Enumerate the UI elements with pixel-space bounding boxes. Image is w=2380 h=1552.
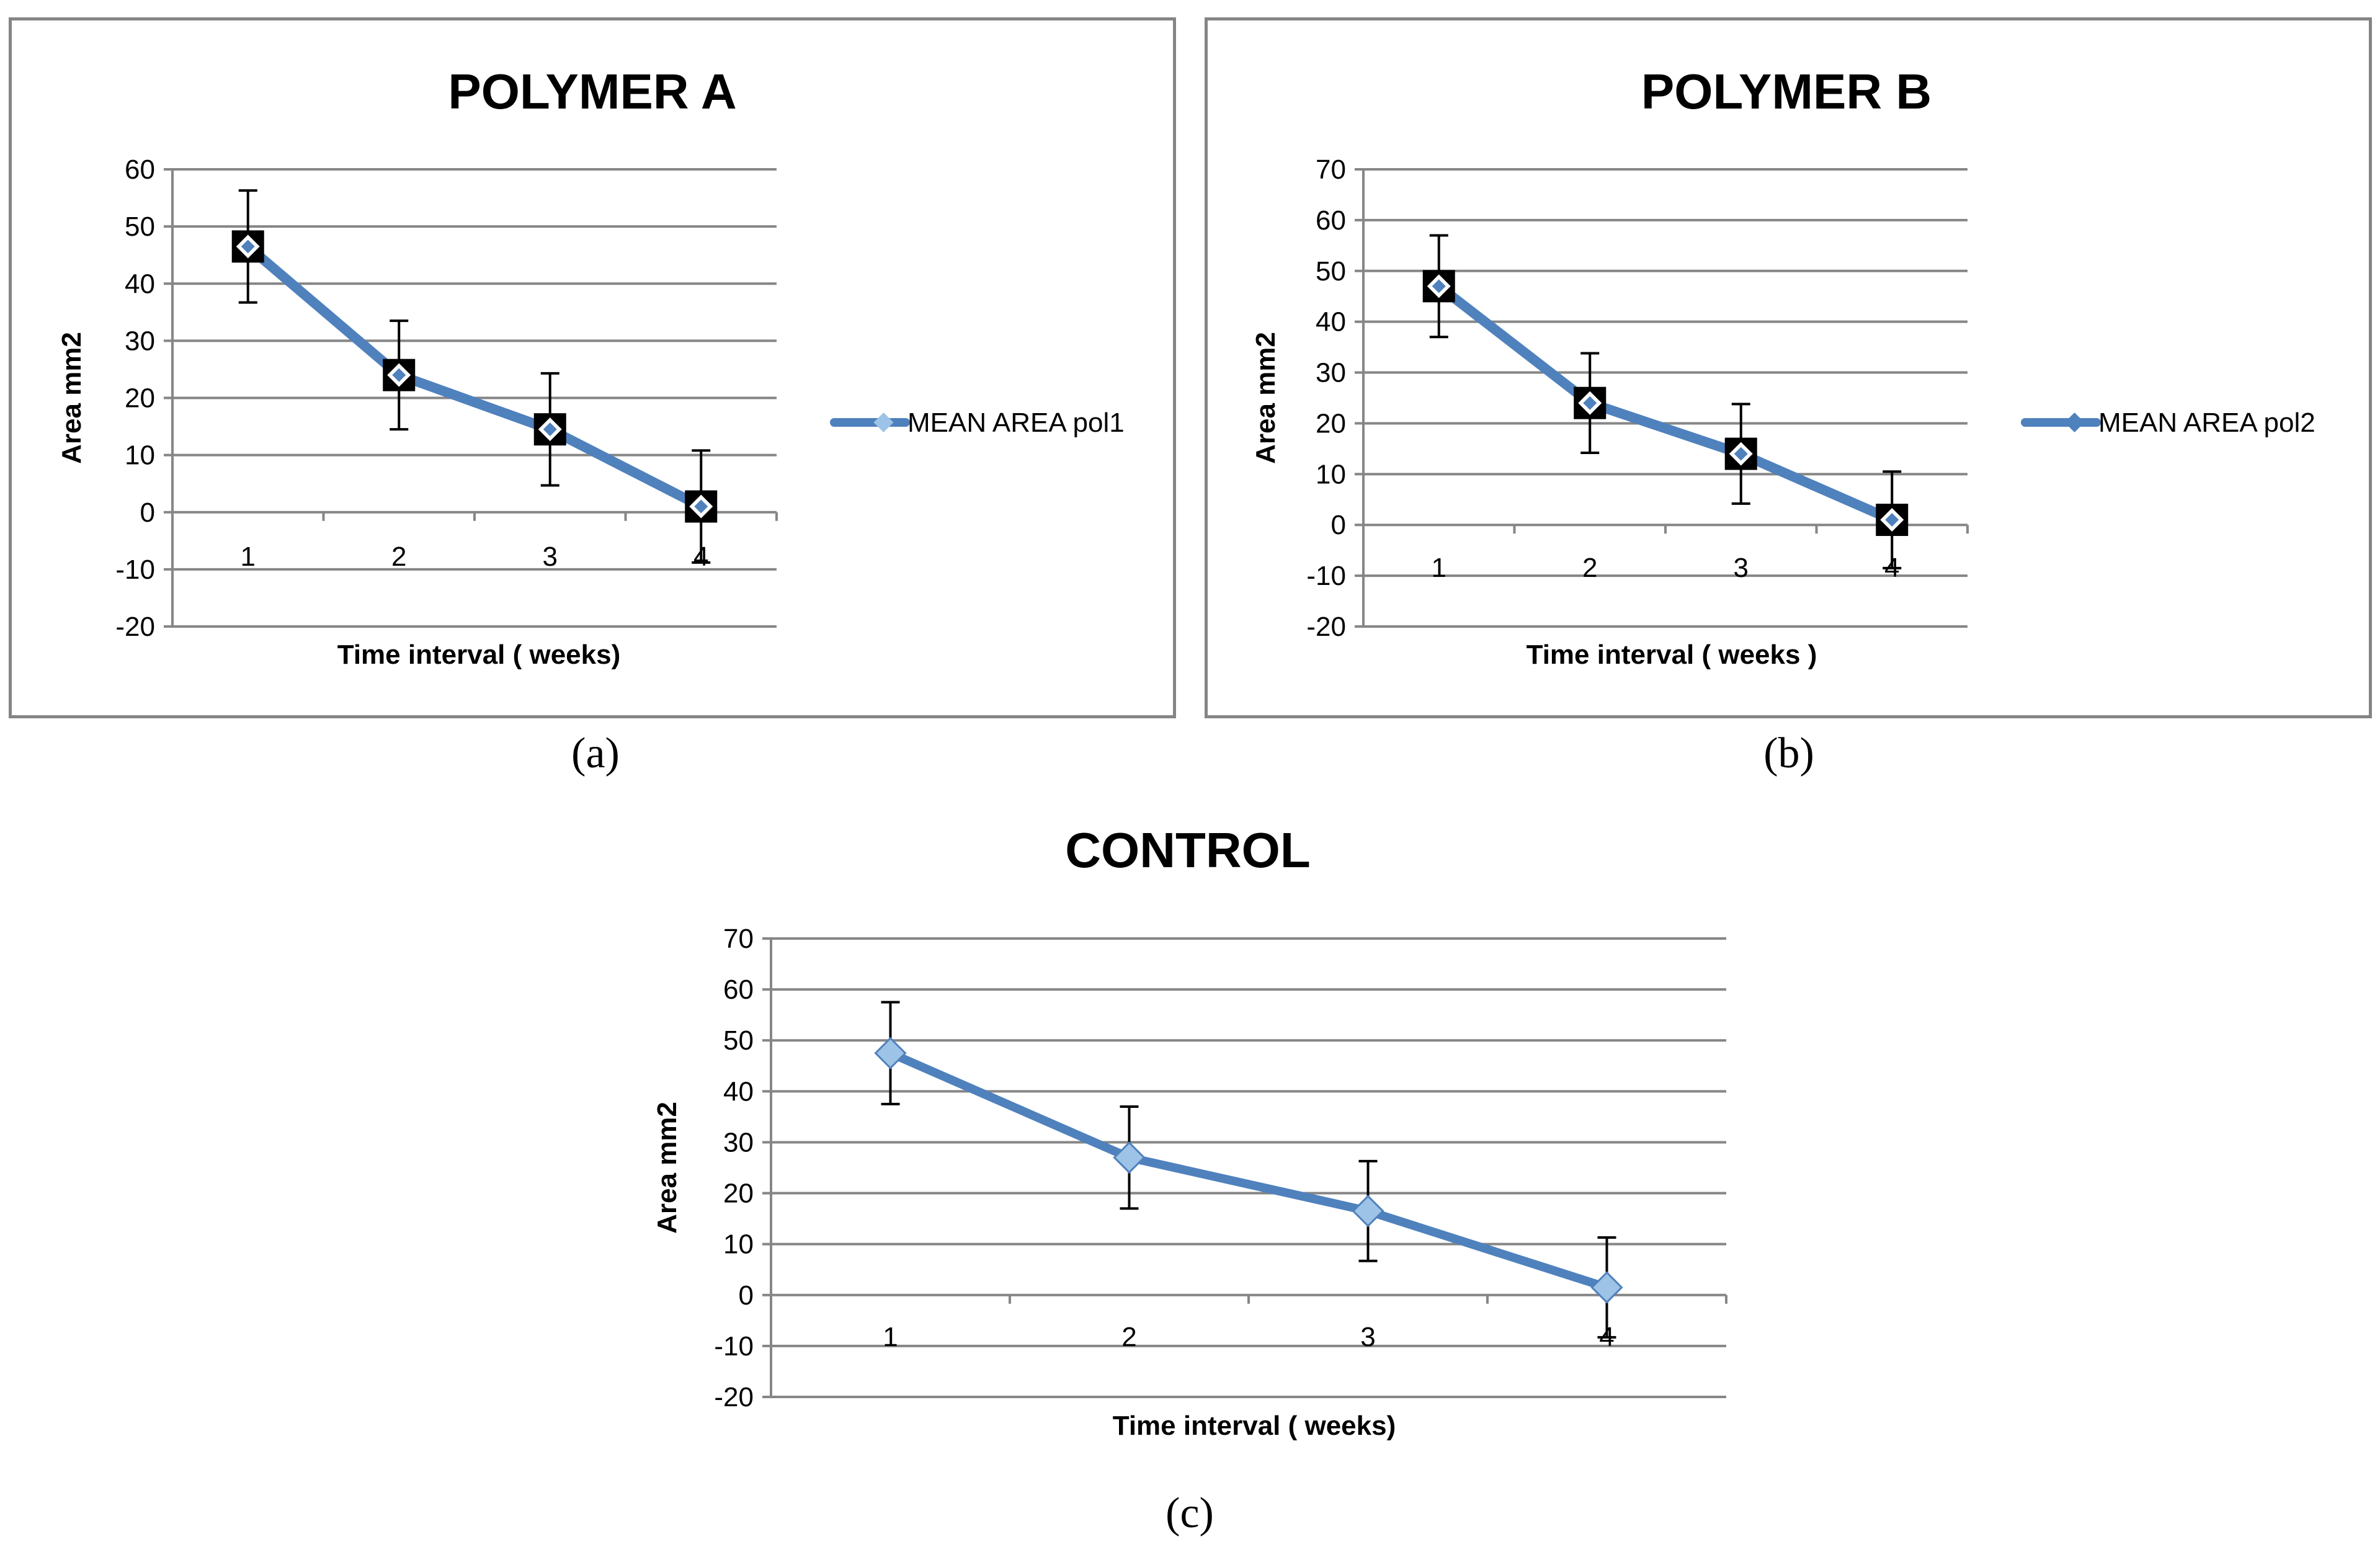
chart-frame-b	[1205, 17, 2372, 718]
y-tick-label: 60	[723, 974, 754, 1005]
data-point-diamond-inner	[543, 422, 557, 437]
y-tick-label: 20	[723, 1179, 754, 1209]
caption-b: (b)	[1763, 729, 1814, 777]
y-tick-label: 30	[125, 326, 155, 356]
y-tick-label: 30	[1316, 358, 1346, 388]
data-point-marker	[1590, 1271, 1623, 1304]
data-point-diamond-inner	[241, 239, 255, 254]
x-tick-label: 1	[883, 1322, 898, 1352]
x-axis-label: Time interval ( weeks )	[1526, 640, 1817, 670]
x-axis-label: Time interval ( weeks)	[337, 640, 621, 670]
legend-swatch-marker	[873, 413, 894, 432]
y-tick-label: 40	[125, 269, 155, 299]
y-tick-label: 20	[1316, 408, 1346, 439]
y-tick-label: -20	[1306, 612, 1346, 642]
legend-swatch-marker	[2064, 413, 2085, 432]
y-tick-label: 70	[1316, 154, 1346, 185]
chart-frame-a	[9, 17, 1176, 718]
y-tick-label: -10	[115, 555, 155, 585]
caption-c: (c)	[1165, 1489, 1214, 1537]
x-tick-label: 3	[543, 542, 558, 572]
y-tick-label: 50	[1316, 256, 1346, 287]
y-tick-label: 20	[125, 383, 155, 414]
x-tick-label: 3	[1360, 1322, 1375, 1352]
x-axis-label: Time interval ( weeks)	[1113, 1411, 1396, 1441]
data-point-diamond-inner	[1432, 279, 1446, 293]
chart-title: POLYMER B	[1641, 64, 1932, 119]
data-point-marker	[1352, 1195, 1384, 1228]
y-tick-label: 0	[140, 497, 155, 528]
legend-label: MEAN AREA pol1	[907, 408, 1125, 438]
y-tick-label: 10	[1316, 459, 1346, 489]
x-tick-label: 2	[1582, 553, 1597, 583]
x-tick-label: 1	[1432, 553, 1446, 583]
y-tick-label: 40	[1316, 307, 1346, 337]
y-tick-label: -10	[714, 1331, 754, 1362]
data-point-diamond-inner	[1885, 513, 1899, 527]
x-tick-label: 2	[391, 542, 406, 572]
x-tick-label: 1	[241, 542, 256, 572]
chart-title: POLYMER A	[448, 64, 736, 119]
y-tick-label: 0	[1331, 510, 1346, 540]
data-point-marker	[1113, 1141, 1146, 1174]
series-line	[1433, 281, 1897, 525]
y-tick-label: 0	[739, 1280, 754, 1311]
x-tick-label: 3	[1734, 553, 1749, 583]
x-tick-label: 2	[1121, 1322, 1136, 1352]
caption-a: (a)	[571, 729, 620, 777]
y-tick-label: -20	[714, 1382, 754, 1412]
y-tick-label: 10	[723, 1229, 754, 1260]
y-tick-label: -10	[1306, 561, 1346, 591]
y-tick-label: 70	[723, 924, 754, 954]
y-tick-label: 60	[125, 154, 155, 185]
y-axis-label: Area mm2	[1250, 332, 1281, 464]
y-tick-label: 50	[125, 212, 155, 242]
data-point-diamond-inner	[392, 368, 406, 382]
data-point-diamond-inner	[1734, 447, 1748, 461]
y-tick-label: 30	[723, 1127, 754, 1157]
legend-label: MEAN AREA pol2	[2098, 408, 2315, 438]
series-line	[886, 1048, 1611, 1292]
y-tick-label: 60	[1316, 205, 1346, 236]
data-point-diamond-inner	[1583, 396, 1597, 410]
y-tick-label: 10	[125, 440, 155, 471]
y-tick-label: 40	[723, 1076, 754, 1107]
data-point-marker	[874, 1037, 907, 1069]
y-axis-label: Area mm2	[652, 1102, 682, 1234]
y-tick-label: -20	[115, 612, 155, 642]
y-axis-label: Area mm2	[56, 332, 87, 464]
series-line	[243, 241, 706, 512]
y-tick-label: 50	[723, 1025, 754, 1056]
chart-title: CONTROL	[1065, 823, 1311, 878]
data-point-diamond-inner	[694, 499, 708, 514]
